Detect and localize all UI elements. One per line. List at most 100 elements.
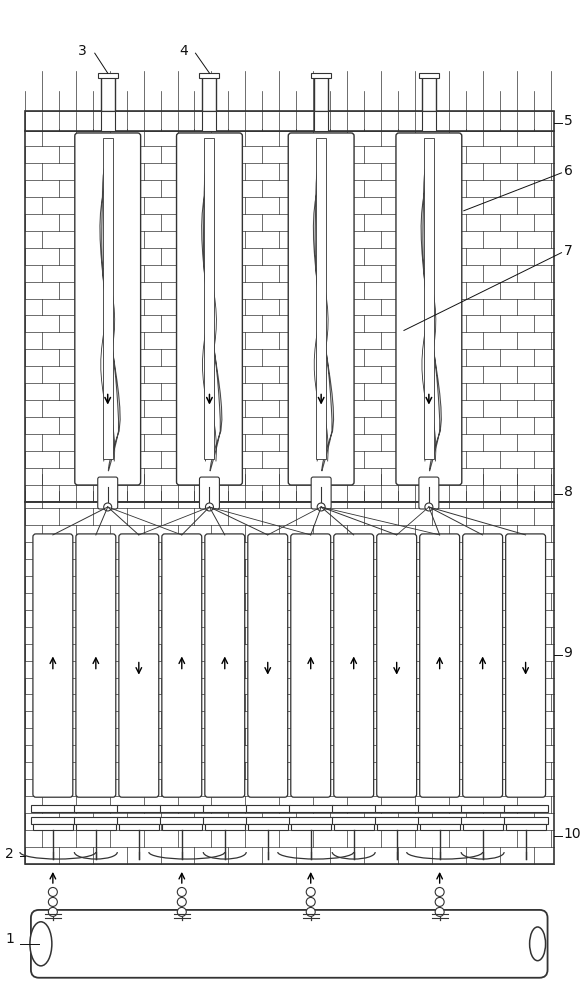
Text: 9: 9 (564, 646, 572, 660)
Circle shape (178, 907, 186, 916)
Bar (506, 824, 545, 830)
Bar (100, 111, 114, 131)
FancyBboxPatch shape (396, 133, 462, 485)
Bar (100, 76, 114, 111)
Bar (160, 805, 204, 812)
Bar (160, 817, 204, 824)
FancyBboxPatch shape (291, 534, 331, 797)
FancyBboxPatch shape (31, 910, 548, 978)
Bar (288, 805, 333, 812)
FancyBboxPatch shape (119, 534, 159, 797)
Bar (334, 824, 374, 830)
Bar (375, 817, 419, 824)
FancyBboxPatch shape (162, 534, 201, 797)
FancyBboxPatch shape (334, 534, 374, 797)
FancyBboxPatch shape (75, 133, 141, 485)
FancyBboxPatch shape (463, 534, 503, 797)
Polygon shape (100, 162, 120, 471)
Bar (162, 824, 201, 830)
Text: 1: 1 (5, 932, 14, 946)
Bar (314, 76, 328, 111)
Circle shape (435, 897, 444, 906)
Text: 8: 8 (564, 485, 572, 499)
Text: 3: 3 (78, 44, 86, 58)
Text: 4: 4 (179, 44, 188, 58)
Bar (375, 805, 419, 812)
Bar (311, 73, 331, 78)
Circle shape (306, 887, 315, 896)
FancyBboxPatch shape (311, 477, 331, 509)
Bar (25, 502, 554, 864)
Bar (246, 817, 290, 824)
Bar (314, 111, 328, 131)
Bar (418, 817, 461, 824)
Bar (418, 805, 461, 812)
Circle shape (425, 503, 433, 511)
FancyBboxPatch shape (377, 534, 416, 797)
Bar (419, 73, 439, 78)
Bar (33, 824, 73, 830)
Bar (25, 111, 554, 131)
Polygon shape (314, 162, 333, 471)
Polygon shape (421, 162, 442, 471)
Bar (74, 805, 118, 812)
FancyBboxPatch shape (205, 534, 245, 797)
Text: 5: 5 (564, 114, 572, 128)
Bar (332, 805, 376, 812)
Bar (74, 817, 118, 824)
Bar (31, 817, 75, 824)
FancyBboxPatch shape (33, 534, 73, 797)
Bar (200, 73, 220, 78)
Bar (103, 138, 113, 459)
FancyBboxPatch shape (288, 133, 354, 485)
Circle shape (306, 897, 315, 906)
Bar (25, 131, 554, 502)
FancyBboxPatch shape (200, 477, 220, 509)
Bar (205, 824, 245, 830)
Bar (463, 824, 503, 830)
Bar (377, 824, 416, 830)
Circle shape (178, 887, 186, 896)
Bar (503, 817, 548, 824)
FancyBboxPatch shape (419, 477, 439, 509)
Circle shape (206, 503, 213, 511)
FancyBboxPatch shape (506, 534, 545, 797)
Bar (76, 824, 116, 830)
Bar (204, 138, 214, 459)
Bar (98, 73, 118, 78)
Bar (422, 76, 436, 111)
Circle shape (48, 897, 57, 906)
Bar (332, 817, 376, 824)
Text: 6: 6 (564, 164, 572, 178)
Bar (461, 805, 505, 812)
Circle shape (48, 887, 57, 896)
Bar (246, 805, 290, 812)
FancyBboxPatch shape (176, 133, 242, 485)
Bar (203, 817, 246, 824)
Bar (117, 817, 161, 824)
Bar (248, 824, 288, 830)
Circle shape (178, 897, 186, 906)
Bar (420, 824, 460, 830)
Bar (119, 824, 159, 830)
Circle shape (317, 503, 325, 511)
Text: 10: 10 (564, 827, 581, 841)
Bar (461, 817, 505, 824)
Bar (117, 805, 161, 812)
FancyBboxPatch shape (248, 534, 288, 797)
FancyBboxPatch shape (98, 477, 118, 509)
Circle shape (306, 907, 315, 916)
Ellipse shape (530, 927, 545, 961)
Bar (203, 805, 246, 812)
Bar (424, 138, 434, 459)
Bar (316, 138, 326, 459)
Ellipse shape (30, 922, 52, 966)
FancyBboxPatch shape (420, 534, 460, 797)
Bar (288, 817, 333, 824)
Bar (422, 111, 436, 131)
Circle shape (48, 907, 57, 916)
Bar (203, 111, 217, 131)
Circle shape (435, 907, 444, 916)
Text: 2: 2 (5, 847, 14, 861)
Circle shape (435, 887, 444, 896)
